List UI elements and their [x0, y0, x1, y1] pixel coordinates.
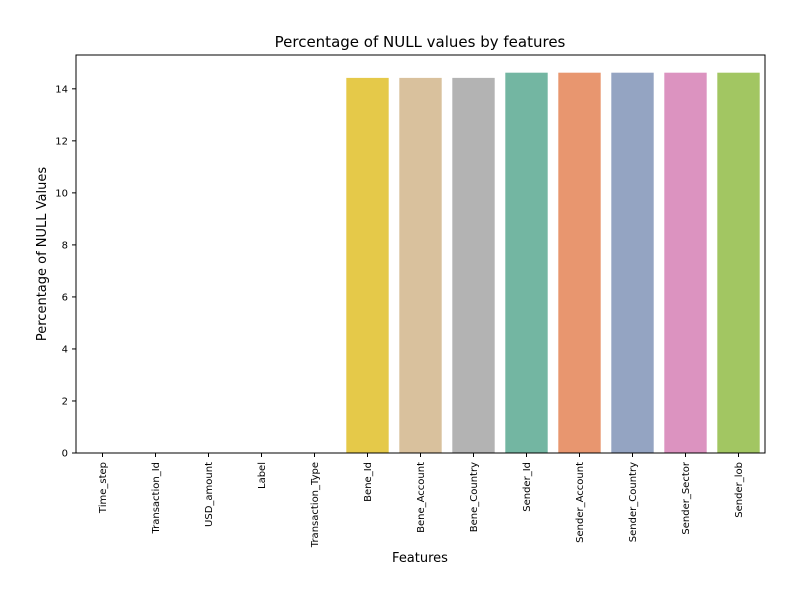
plot-frame — [75, 54, 766, 454]
x-tick-label: Transaction_Id — [151, 462, 162, 535]
x-tick-label: Sender_Sector — [681, 461, 692, 534]
x-tick-label: Bene_Country — [469, 462, 480, 532]
y-tick-label: 8 — [62, 240, 68, 251]
x-tick-label: Sender_lob — [734, 462, 745, 518]
x-tick-label: Sender_Country — [628, 462, 639, 542]
bar-sender-account — [558, 72, 601, 453]
y-tick-label: 10 — [55, 188, 68, 199]
chart-title: Percentage of NULL values by features — [275, 33, 566, 51]
y-axis: 0 2 4 6 8 10 12 14 — [55, 84, 76, 460]
bar-bene-account — [399, 77, 442, 453]
x-axis-label: Features — [392, 551, 448, 566]
bar-sender-id — [505, 72, 548, 453]
y-tick-label: 6 — [62, 292, 68, 303]
bar-sender-lob — [717, 72, 760, 453]
x-tick-label: Transaction_Type — [310, 462, 321, 548]
bar-sender-country — [611, 72, 654, 453]
x-axis: Time_step Transaction_Id USD_amount Label Tr… — [98, 453, 745, 548]
x-tick-label: Bene_Id — [363, 462, 374, 502]
y-tick-label: 12 — [55, 136, 68, 147]
bar-bene-country — [452, 77, 495, 453]
y-tick-label: 2 — [62, 396, 68, 407]
x-tick-label: USD_amount — [204, 462, 215, 527]
bar-sender-sector — [664, 72, 707, 453]
y-tick-label: 14 — [55, 84, 68, 95]
x-tick-label: Time_step — [98, 462, 109, 514]
bars-group — [346, 72, 760, 453]
x-tick-label: Bene_Account — [416, 462, 427, 533]
x-tick-label: Label — [257, 462, 268, 489]
x-tick-label: Sender_Account — [575, 462, 586, 543]
y-tick-label: 0 — [62, 449, 68, 460]
bar-bene-id — [346, 77, 389, 453]
y-axis-label: Percentage of NULL Values — [35, 167, 50, 341]
y-tick-label: 4 — [62, 344, 68, 355]
x-tick-label: Sender_Id — [522, 462, 533, 512]
